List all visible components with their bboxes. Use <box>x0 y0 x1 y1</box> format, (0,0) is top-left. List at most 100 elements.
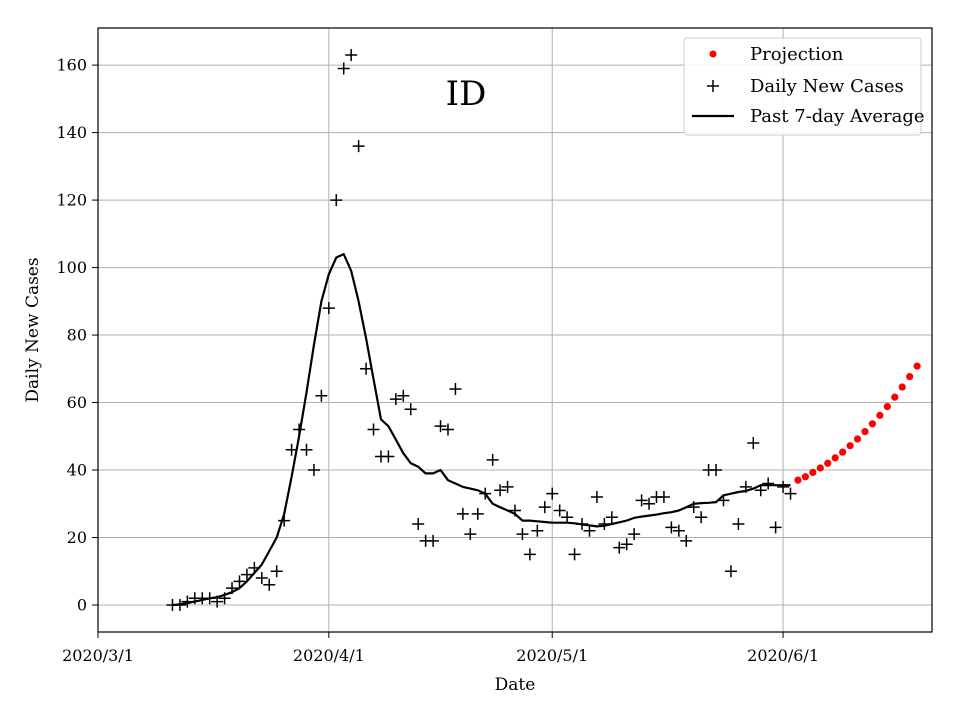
projection-point <box>846 442 854 450</box>
daily-case-point <box>657 491 670 504</box>
daily-case-point <box>628 528 641 541</box>
daily-case-point <box>240 568 253 581</box>
y-tick-label: 80 <box>67 326 87 345</box>
daily-case-point <box>739 480 752 493</box>
y-tick-label: 160 <box>56 56 87 75</box>
daily-case-point <box>248 561 261 574</box>
legend-projection-marker <box>709 50 717 58</box>
daily-case-point <box>680 534 693 547</box>
daily-case-point <box>203 592 216 605</box>
projection-point <box>891 393 899 401</box>
daily-case-point <box>263 578 276 591</box>
daily-case-point <box>568 548 581 561</box>
daily-case-point <box>486 453 499 466</box>
projection-point <box>861 427 869 436</box>
daily-case-point <box>211 595 224 608</box>
daily-case-point <box>270 565 283 578</box>
projection-point <box>831 454 839 462</box>
daily-case-point <box>441 423 454 436</box>
projection-point <box>906 372 914 381</box>
daily-case-point <box>471 507 484 520</box>
daily-case-point <box>732 518 745 531</box>
daily-case-point <box>747 437 760 450</box>
daily-case-point <box>509 504 521 517</box>
daily-case-point <box>672 524 685 537</box>
plot-frame <box>97 27 933 633</box>
daily-case-point <box>643 497 656 510</box>
daily-case-point <box>777 480 790 493</box>
daily-case-point <box>382 450 395 463</box>
daily-case-point <box>695 511 708 524</box>
y-tick-label: 100 <box>56 258 87 277</box>
legend-daily-cases-marker <box>707 80 719 92</box>
daily-case-point <box>345 48 358 61</box>
daily-case-point <box>598 518 611 531</box>
daily-case-point <box>710 464 723 477</box>
daily-case-point <box>479 487 492 500</box>
projection-point <box>794 476 802 484</box>
daily-case-point <box>523 548 536 561</box>
daily-case-point <box>620 538 633 551</box>
projection-point <box>824 459 832 467</box>
x-tick-label: 2020/4/1 <box>293 646 365 665</box>
projection-point <box>801 473 810 481</box>
daily-case-point <box>561 511 574 524</box>
x-tick-label: 2020/6/1 <box>747 646 819 665</box>
daily-case-point <box>337 62 350 75</box>
daily-case-point <box>255 572 268 585</box>
daily-case-point <box>330 194 343 207</box>
daily-case-point <box>516 528 529 541</box>
daily-case-point <box>762 477 775 490</box>
daily-case-point <box>285 443 298 456</box>
daily-case-point <box>687 501 700 514</box>
daily-case-point <box>449 383 462 396</box>
daily-case-point <box>754 484 767 497</box>
daily-case-point <box>307 464 320 477</box>
average-line <box>172 253 791 607</box>
daily-case-point <box>576 518 589 531</box>
daily-case-point <box>434 420 447 433</box>
daily-case-point <box>605 511 618 524</box>
projection-point <box>809 468 817 476</box>
legend-daily-cases-label: Daily New Cases <box>750 76 904 97</box>
daily-case-point <box>464 528 477 541</box>
projection-point <box>839 448 847 456</box>
daily-case-point <box>456 507 469 520</box>
y-tick-label: 40 <box>67 461 87 480</box>
x-axis-label: Date <box>495 675 536 695</box>
y-tick-label: 140 <box>56 123 87 142</box>
projection-point <box>883 402 891 411</box>
y-tick-label: 60 <box>67 393 87 412</box>
daily-case-point <box>397 389 410 402</box>
daily-case-point <box>360 362 373 375</box>
projection-point <box>868 420 877 428</box>
daily-case-point <box>665 521 678 534</box>
daily-case-point <box>717 494 730 507</box>
daily-case-point <box>590 491 603 504</box>
legend-average-label: Past 7-day Average <box>750 106 925 127</box>
daily-case-point <box>724 565 737 578</box>
daily-case-point <box>404 403 417 416</box>
daily-case-point <box>769 521 782 534</box>
y-tick-label: 20 <box>67 528 87 547</box>
daily-case-point <box>613 541 626 554</box>
daily-case-point <box>352 140 365 153</box>
daily-case-point <box>315 389 328 402</box>
daily-case-point <box>412 518 425 531</box>
projection-point <box>898 383 906 391</box>
daily-case-point <box>531 524 544 537</box>
y-tick-label: 0 <box>77 596 87 615</box>
daily-case-point <box>427 534 440 547</box>
x-tick-label: 2020/3/1 <box>62 646 134 665</box>
daily-case-point <box>635 494 648 507</box>
projection-point <box>876 411 884 419</box>
daily-case-point <box>501 480 514 493</box>
daily-case-point <box>583 524 596 537</box>
legend-box <box>683 37 922 136</box>
daily-case-point <box>538 501 551 514</box>
daily-case-point <box>173 599 186 612</box>
projection-point <box>853 435 862 443</box>
daily-case-point <box>367 423 380 436</box>
daily-case-point <box>322 302 335 315</box>
